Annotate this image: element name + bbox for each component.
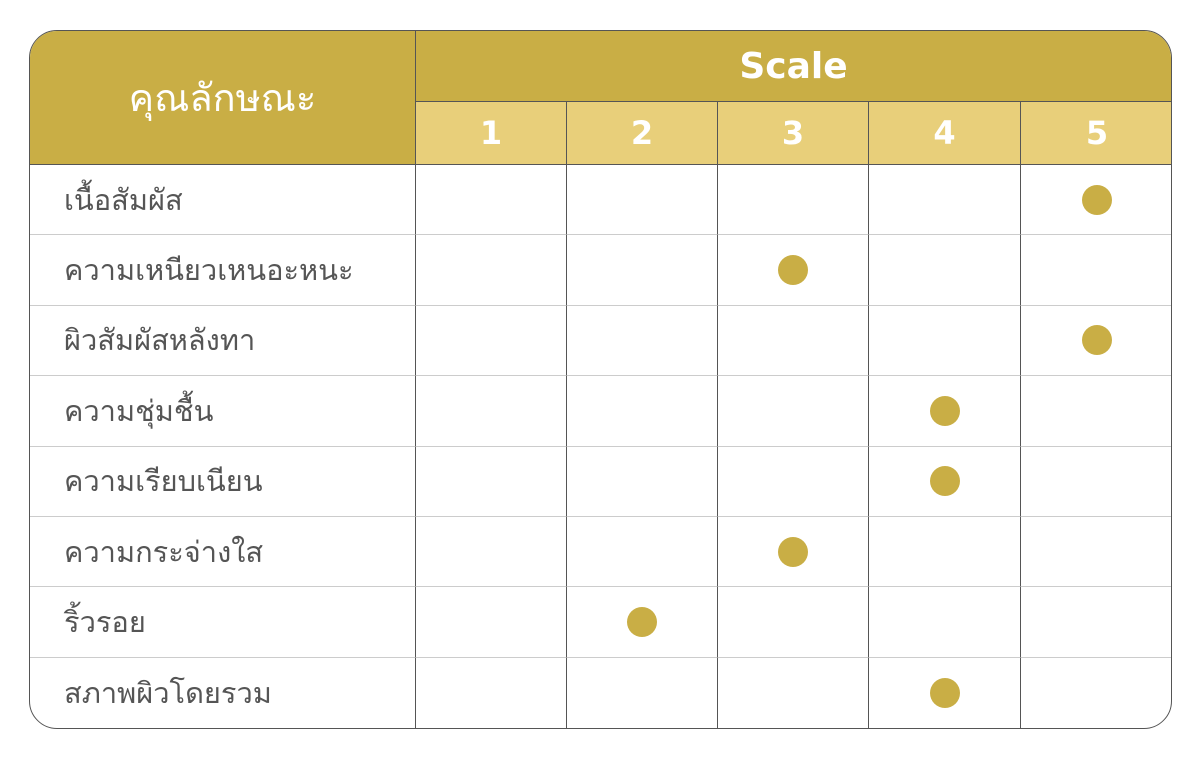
rating-cell [869,657,1021,728]
rating-cell [567,376,718,447]
rating-cell [718,446,869,517]
rating-cell [869,446,1021,517]
rating-cell [869,376,1021,447]
rating-marker [627,606,657,637]
rating-cell [1021,165,1171,236]
rating-cell [567,165,718,236]
row-label: สภาพผิวโดยรวม [30,657,416,728]
row-label: เนื้อสัมผัส [30,165,416,236]
rating-marker [929,677,960,708]
rating-cell [416,165,567,236]
rating-cell [416,446,567,517]
row-label: ความเรียบเนียน [30,446,416,517]
rating-cell [567,446,718,517]
rating-cell [567,657,718,728]
rating-cell [416,516,567,588]
rating-cell [416,305,567,377]
scale-level-2: 2 [567,102,718,165]
rating-cell [718,516,869,588]
rating-cell [416,587,567,658]
rating-marker [929,466,960,497]
row-label: ผิวสัมผัสหลังทา [30,305,416,377]
scale-level-1: 1 [416,102,567,165]
rating-marker [929,395,960,426]
rating-cell [567,305,718,377]
rating-cell [718,165,869,236]
row-label: ความกระจ่างใส [30,516,416,588]
rating-cell [718,657,869,728]
rating-cell [718,376,869,447]
rating-cell [416,235,567,306]
rating-cell [1021,587,1171,658]
rating-cell [718,305,869,377]
rating-cell [869,305,1021,377]
scale-header: Scale [416,31,1171,102]
rating-marker [1082,184,1112,215]
rating-table: คุณลักษณะ Scale 1 2 3 4 5 เนื้อสัมผัส ความเหนี… [29,30,1172,729]
rating-cell [869,165,1021,236]
scale-level-4: 4 [869,102,1021,165]
rating-cell [718,235,869,306]
rating-cell [869,587,1021,658]
rating-cell [1021,658,1171,728]
row-label: ริ้วรอย [30,587,416,658]
rating-cell [1021,306,1171,377]
rating-cell [1021,447,1171,517]
rating-cell [869,235,1021,306]
rating-cell [567,587,718,658]
rating-marker [1082,325,1112,356]
rating-cell [567,516,718,588]
scale-level-3: 3 [718,102,869,165]
rating-marker [778,255,808,286]
row-label: ความเหนียวเหนอะหนะ [30,235,416,306]
rating-cell [567,235,718,306]
row-label: ความชุ่มชื้น [30,376,416,447]
rating-cell [416,376,567,447]
rating-cell [1021,235,1171,306]
rating-cell [718,587,869,658]
rating-cell [1021,376,1171,447]
rating-marker [778,536,808,567]
rating-cell [416,657,567,728]
rating-cell [869,516,1021,588]
scale-level-5: 5 [1021,102,1171,165]
rating-cell [1021,517,1171,588]
attribute-header: คุณลักษณะ [30,31,416,165]
